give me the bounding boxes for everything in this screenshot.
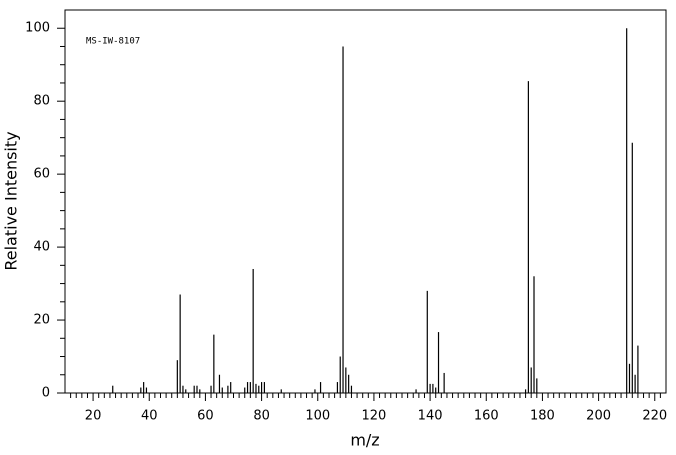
y-axis-label: Relative Intensity <box>2 131 21 270</box>
x-tick-label: 220 <box>642 409 667 424</box>
y-tick-label: 20 <box>33 313 50 328</box>
x-tick-label: 60 <box>197 409 214 424</box>
y-tick-label: 80 <box>33 94 50 109</box>
x-tick-label: 140 <box>418 409 443 424</box>
x-tick-label: 160 <box>474 409 499 424</box>
x-tick-label: 20 <box>85 409 102 424</box>
x-tick-label: 120 <box>362 409 387 424</box>
x-tick-label: 40 <box>141 409 158 424</box>
x-axis-label: m/z <box>350 431 379 450</box>
y-tick-label: 60 <box>33 167 50 182</box>
y-tick-label: 100 <box>25 21 50 36</box>
y-tick-label: 40 <box>33 240 50 255</box>
x-tick-label: 80 <box>253 409 270 424</box>
y-tick-label: 0 <box>42 386 50 401</box>
x-tick-label: 200 <box>586 409 611 424</box>
x-tick-label: 180 <box>530 409 555 424</box>
x-tick-label: 100 <box>305 409 330 424</box>
plot-frame <box>64 9 667 394</box>
annotation: MS-IW-8107 <box>86 37 140 47</box>
